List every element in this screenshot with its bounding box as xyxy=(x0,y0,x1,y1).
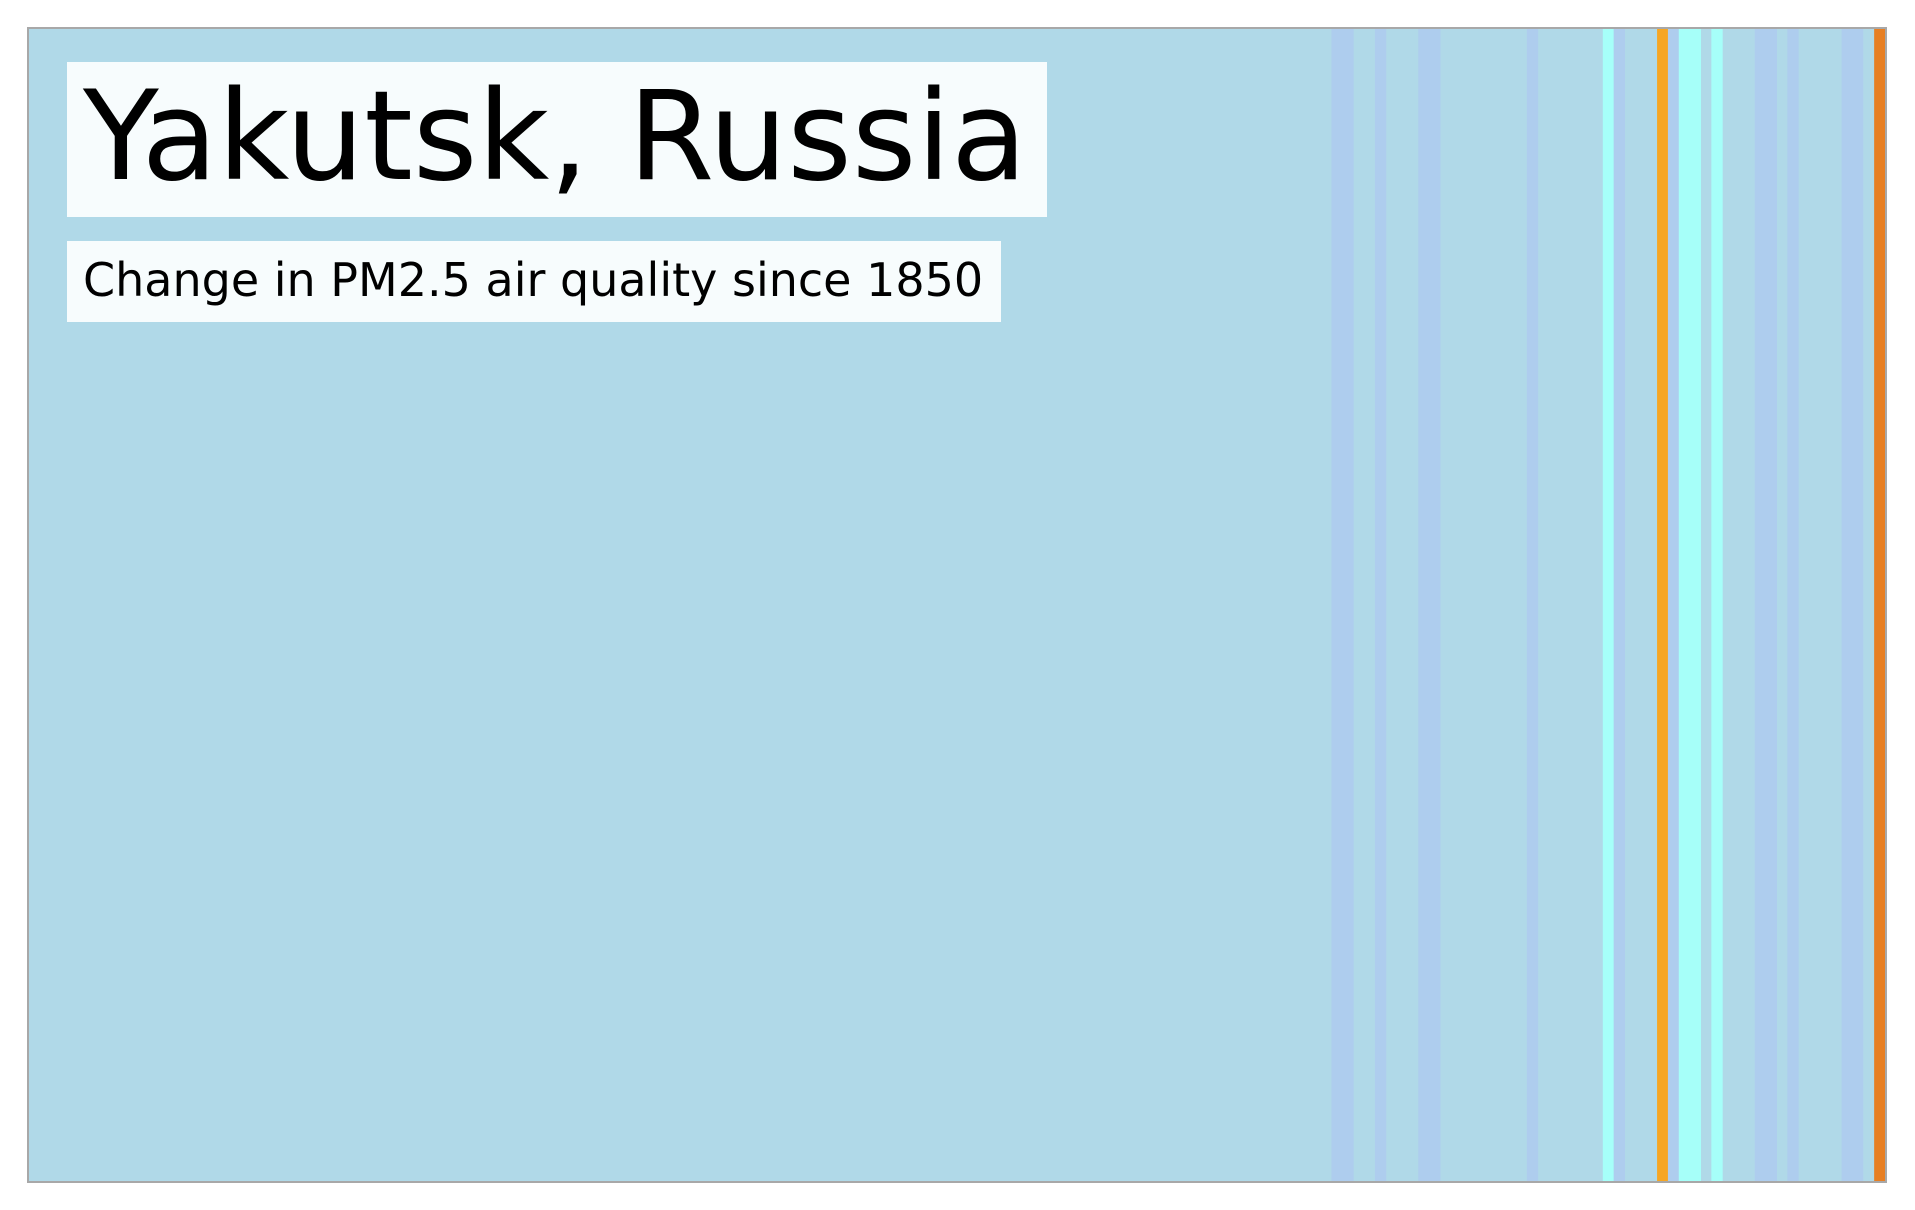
stripe-1996 xyxy=(1613,29,1625,1181)
stripe-2001 xyxy=(1667,29,1680,1181)
chart-subtitle: Change in PM2.5 air quality since 1850 xyxy=(67,241,1002,322)
stripe-2000 xyxy=(1657,29,1669,1181)
chart-title: Yakutsk, Russia xyxy=(67,62,1047,217)
stripe-2009-2010 xyxy=(1754,29,1777,1181)
stripe-1988 xyxy=(1526,29,1539,1181)
stripe-2002-2003 xyxy=(1678,29,1701,1181)
stripe-1850-1969 xyxy=(29,29,1332,1181)
stripe-1974 xyxy=(1374,29,1387,1181)
stripe-1995 xyxy=(1602,29,1615,1181)
stripe-2017-2018 xyxy=(1841,29,1864,1181)
warming-stripes-plot xyxy=(27,27,1887,1183)
stripe-2020 xyxy=(1874,29,1885,1181)
stripes-canvas xyxy=(29,29,1885,1181)
stripe-1970-1971 xyxy=(1331,29,1354,1181)
stripe-2005 xyxy=(1711,29,1723,1181)
stripe-2012 xyxy=(1787,29,1799,1181)
stripe-1978-1979 xyxy=(1418,29,1441,1181)
stripe-2019 xyxy=(1863,29,1875,1181)
